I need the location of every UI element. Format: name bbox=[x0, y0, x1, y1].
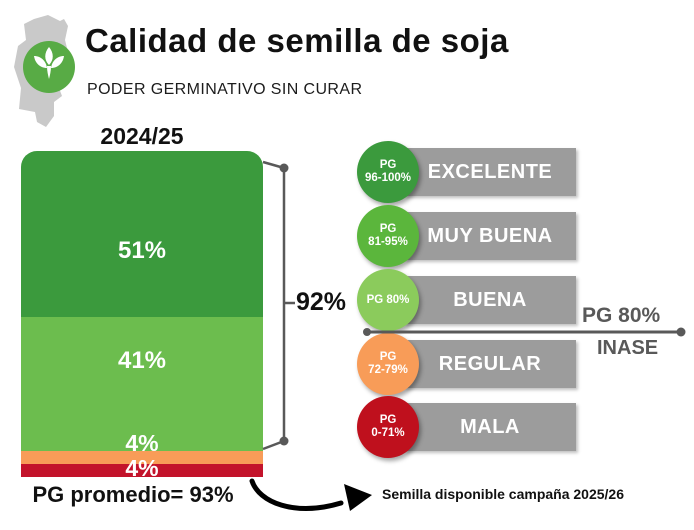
bracket-dots bbox=[279, 163, 289, 446]
bar-segment-regular: 4% bbox=[21, 431, 263, 464]
legend-row-buena: BUENA PG 80% bbox=[357, 269, 576, 331]
threshold-inase-label: INASE bbox=[597, 337, 659, 359]
badge-line1: PG bbox=[379, 223, 397, 235]
legend-label-excelente: EXCELENTE bbox=[404, 148, 576, 196]
badge-line1: PG 80% bbox=[366, 293, 410, 306]
legend-label-regular: REGULAR bbox=[404, 340, 576, 388]
legend-row-excelente: EXCELENTE PG 96-100% bbox=[357, 141, 576, 203]
bar-segment-excelente: 51% bbox=[21, 151, 263, 318]
legend-badge-mala: PG 0-71% bbox=[357, 396, 419, 458]
badge-line2: 72-79% bbox=[368, 364, 408, 376]
badge-line1: PG bbox=[379, 351, 397, 363]
legend-label-muy-buena: MUY BUENA bbox=[404, 212, 576, 260]
threshold-pg80-label: PG 80% bbox=[582, 304, 661, 327]
bar-segment-value: 41% bbox=[117, 347, 167, 375]
badge-line2: 81-95% bbox=[368, 236, 408, 248]
legend-row-regular: REGULAR PG 72-79% bbox=[357, 333, 576, 395]
badge-line1: PG bbox=[379, 159, 397, 171]
legend-label-mala: MALA bbox=[404, 403, 576, 451]
legend-label-buena: BUENA bbox=[404, 276, 576, 324]
campaign-label: 2024/25 bbox=[100, 123, 184, 149]
legend-badge-muy-buena: PG 81-95% bbox=[357, 205, 419, 267]
bracket-sum-label: 92% bbox=[296, 288, 347, 316]
legend-row-mala: MALA PG 0-71% bbox=[357, 396, 576, 458]
pg-average-label: PG promedio= 93% bbox=[32, 482, 234, 507]
stacked-bar-2024-25: 51% 41% 4% 4% bbox=[21, 151, 263, 477]
badge-line1: PG bbox=[379, 414, 397, 426]
footnote-seed-availability: Semilla disponible campaña 2025/26 bbox=[382, 486, 624, 502]
bracket-92-percent bbox=[262, 160, 295, 451]
bar-segment-value: 4% bbox=[125, 454, 159, 477]
legend-badge-regular: PG 72-79% bbox=[357, 333, 419, 395]
legend-row-muy-buena: MUY BUENA PG 81-95% bbox=[357, 205, 576, 267]
badge-line2: 96-100% bbox=[364, 172, 412, 184]
page-subtitle: PODER GERMINATIVO SIN CURAR bbox=[87, 81, 363, 98]
bar-segment-mala: 4% bbox=[21, 456, 263, 477]
badge-line2: 0-71% bbox=[371, 427, 405, 439]
legend-badge-excelente: PG 96-100% bbox=[357, 141, 419, 203]
legend-badge-buena: PG 80% bbox=[357, 269, 419, 331]
bar-segment-muy-buena: 41% bbox=[21, 317, 263, 451]
bar-segment-value: 4% bbox=[125, 429, 159, 456]
bar-segment-value: 51% bbox=[117, 236, 167, 264]
province-map-logo bbox=[14, 15, 75, 127]
page-title: Calidad de semilla de soja bbox=[85, 22, 509, 59]
curved-arrow-icon bbox=[249, 478, 372, 511]
sprout-icon bbox=[34, 47, 64, 79]
